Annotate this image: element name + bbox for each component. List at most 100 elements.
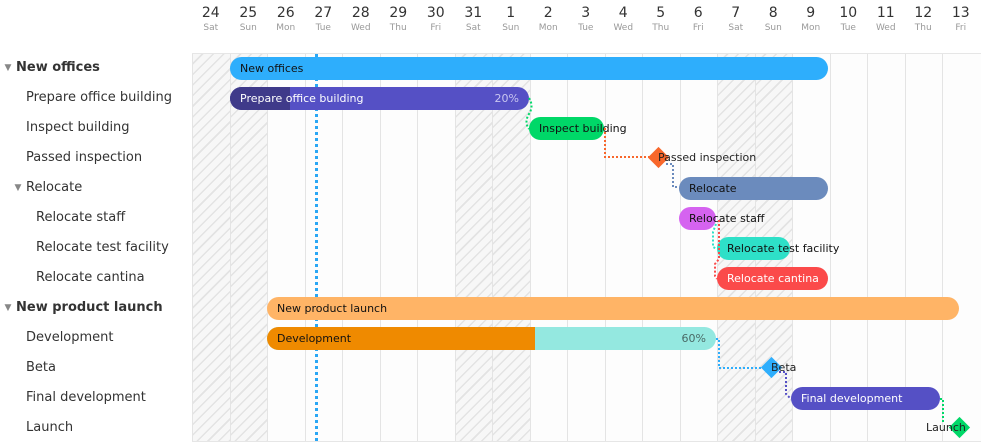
tree-row-label: Passed inspection <box>26 150 143 165</box>
day-number: 5 <box>656 5 666 21</box>
expand-caret-icon[interactable]: ▼ <box>14 183 22 193</box>
day-header: 1 Sun <box>492 4 530 34</box>
day-of-week: Wed <box>350 23 371 33</box>
day-number: 9 <box>806 5 816 21</box>
weekend-column <box>192 54 230 441</box>
expand-caret-icon[interactable]: ▼ <box>4 303 12 313</box>
bar-prepare-office-building[interactable]: Prepare office building 20% <box>230 87 529 110</box>
tree-row[interactable]: Relocate staff <box>36 203 125 233</box>
tree-row-label: Relocate cantina <box>36 270 145 285</box>
day-header: 31 Sat <box>455 4 493 34</box>
tree-row[interactable]: Relocate test facility <box>36 233 169 263</box>
day-header: 2 Mon <box>530 4 568 34</box>
weekend-column <box>492 54 530 441</box>
bar-new-product-launch[interactable]: New product launch <box>267 297 959 320</box>
day-of-week: Fri <box>430 23 442 33</box>
tree-row-label: Relocate staff <box>36 210 126 225</box>
weekend-column <box>229 54 267 441</box>
day-header: 6 Fri <box>680 4 718 34</box>
bar-final-development[interactable]: Final development <box>791 387 940 410</box>
tree-row[interactable]: Inspect building <box>26 113 130 143</box>
day-column <box>379 54 418 441</box>
day-number: 4 <box>618 5 628 21</box>
bar-new-offices[interactable]: New offices <box>230 57 828 80</box>
day-header: 9 Mon <box>792 4 830 34</box>
day-column <box>342 54 380 441</box>
bar-relocate[interactable]: Relocate <box>679 177 828 200</box>
milestone-label: Passed inspection <box>658 151 757 164</box>
day-number: 11 <box>876 5 895 21</box>
tree-row-label: Prepare office building <box>26 90 172 105</box>
bar-label: Relocate staff <box>689 212 765 225</box>
bar-relocate-cantina[interactable]: Relocate cantina <box>717 267 828 290</box>
day-header: 3 Tue <box>567 4 605 34</box>
day-number: 28 <box>351 5 370 21</box>
tree-row[interactable]: Launch <box>26 413 73 443</box>
day-column <box>829 54 868 441</box>
progress-percent: 60% <box>681 332 706 345</box>
day-of-week: Thu <box>652 23 670 33</box>
day-header: 11 Wed <box>867 4 905 34</box>
day-of-week: Sat <box>465 23 481 33</box>
tree-row-label: New product launch <box>16 300 163 315</box>
day-number: 30 <box>426 5 445 21</box>
day-header: 10 Tue <box>830 4 868 34</box>
tree-row[interactable]: ▼ New product launch <box>2 293 163 323</box>
day-number: 7 <box>731 5 741 21</box>
tree-row-label: Development <box>26 330 114 345</box>
bar-label: Final development <box>801 392 903 405</box>
tree-row[interactable]: ▼ New offices <box>2 53 100 83</box>
day-number: 3 <box>581 5 591 21</box>
day-header: 5 Thu <box>642 4 680 34</box>
day-column <box>792 54 830 441</box>
day-header: 12 Thu <box>905 4 943 34</box>
bar-development[interactable]: Development 60% <box>267 327 716 350</box>
milestone-label: Beta <box>771 361 797 374</box>
day-of-week: Sun <box>239 23 257 33</box>
tree-row[interactable]: Final development <box>26 383 146 413</box>
day-column <box>267 54 305 441</box>
day-header: 28 Wed <box>342 4 380 34</box>
tree-row[interactable]: Beta <box>26 353 56 383</box>
tree-row-label: Inspect building <box>26 120 130 135</box>
tree-row-label: Launch <box>26 420 74 435</box>
milestone-label: Launch <box>926 421 966 434</box>
day-of-week: Wed <box>875 23 896 33</box>
day-number: 24 <box>201 5 220 21</box>
bar-relocate-staff[interactable]: Relocate staff <box>679 207 764 230</box>
bar-inspect-building[interactable]: Inspect building <box>529 117 627 140</box>
tree-row-label: Beta <box>26 360 56 375</box>
day-column <box>867 54 905 441</box>
day-of-week: Sun <box>764 23 782 33</box>
tree-row[interactable]: ▼ Relocate <box>12 173 83 203</box>
tree-row[interactable]: Relocate cantina <box>36 263 145 293</box>
day-of-week: Sat <box>203 23 219 33</box>
tree-row[interactable]: Prepare office building <box>26 83 172 113</box>
day-column <box>604 54 643 441</box>
day-number: 8 <box>768 5 778 21</box>
day-of-week: Fri <box>955 23 967 33</box>
timeline-header: 24 Sat 25 Sun 26 Mon 27 Tue 28 Wed 29 Thu 30 Fri 31 Sat… <box>192 0 981 53</box>
day-column <box>417 54 455 441</box>
day-column <box>942 54 980 441</box>
day-number: 10 <box>839 5 858 21</box>
day-number: 25 <box>239 5 258 21</box>
gantt-grid: New offices Prepare office building 20% … <box>192 53 981 442</box>
day-of-week: Mon <box>538 23 558 33</box>
day-number: 31 <box>464 5 483 21</box>
expand-caret-icon[interactable]: ▼ <box>4 63 12 73</box>
bar-relocate-test-facility[interactable]: Relocate test facility <box>717 237 839 260</box>
day-header: 4 Wed <box>605 4 643 34</box>
day-of-week: Mon <box>276 23 296 33</box>
tree-row[interactable]: Development <box>26 323 114 353</box>
day-column <box>529 54 568 441</box>
day-of-week: Thu <box>914 23 932 33</box>
tree-row[interactable]: Passed inspection <box>26 143 142 173</box>
day-number: 12 <box>914 5 933 21</box>
weekend-column <box>454 54 492 441</box>
progress-percent: 20% <box>494 92 519 105</box>
tree-row-label: Relocate test facility <box>36 240 169 255</box>
day-header: 7 Sat <box>717 4 755 34</box>
tree-row-label: New offices <box>16 60 100 75</box>
